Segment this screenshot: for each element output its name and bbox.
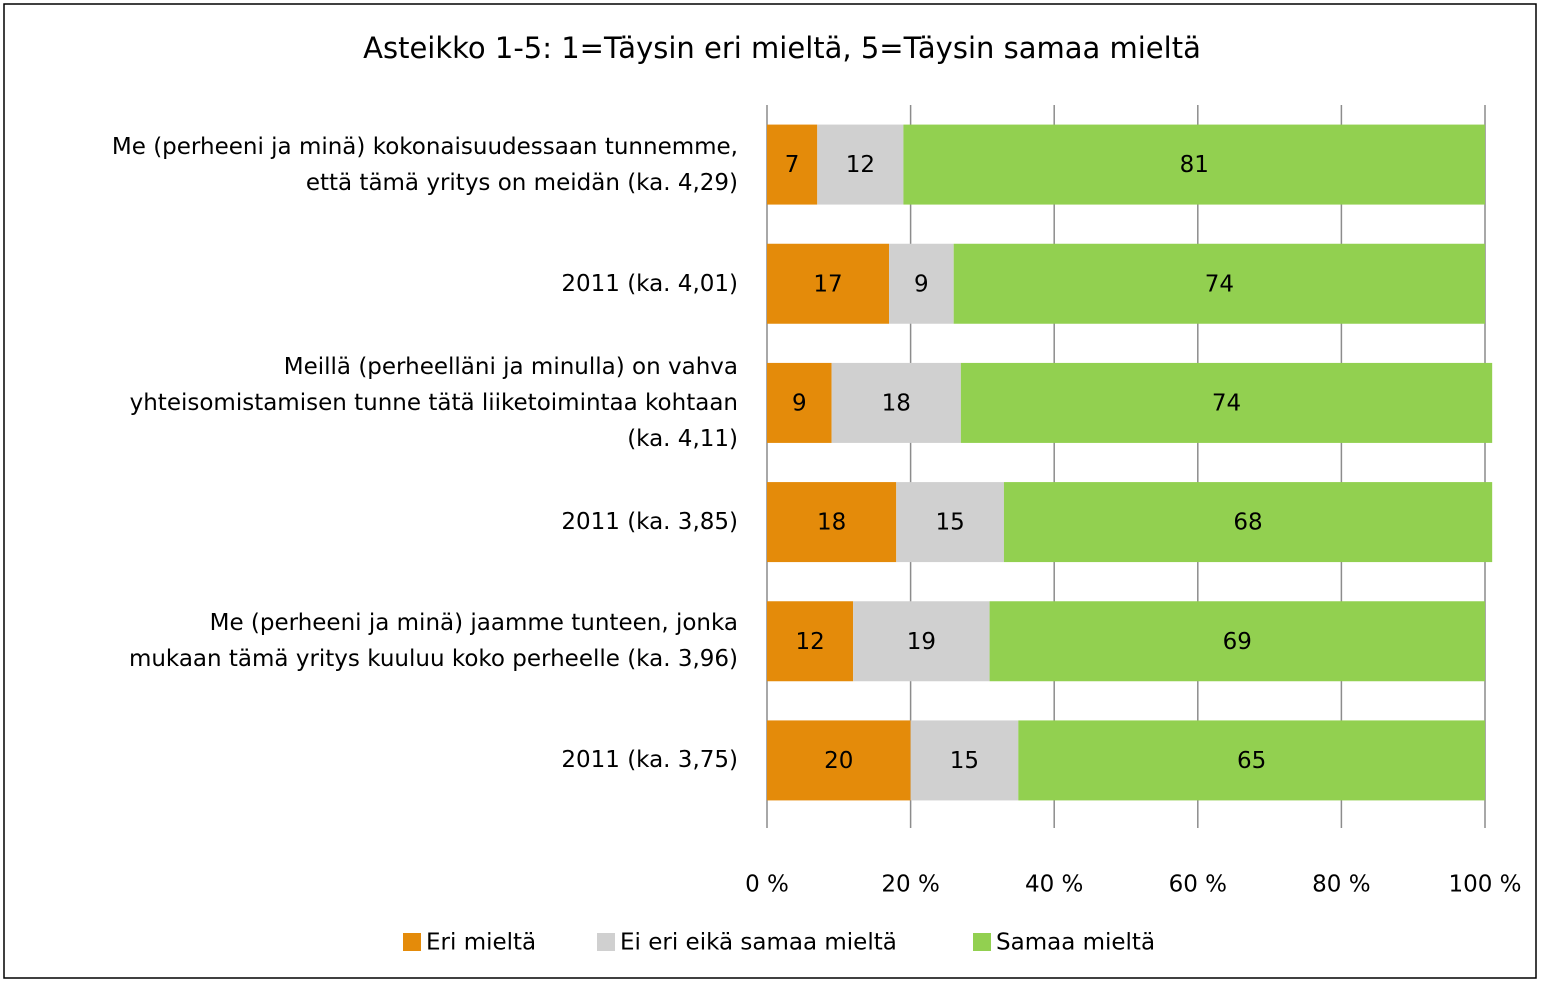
legend-swatch (973, 933, 991, 951)
bar-segment (767, 601, 854, 682)
data-label: 7 (785, 152, 800, 178)
category-label: Me (perheeni ja minä) jaamme tunteen, jo… (128, 610, 738, 673)
x-tick-label: 0 % (745, 872, 789, 898)
bar-segment (817, 124, 904, 205)
bar-segment (889, 243, 954, 324)
chart-frame (3, 3, 1537, 979)
data-label: 9 (914, 271, 929, 297)
data-label: 17 (813, 271, 842, 297)
legend-swatch (403, 933, 421, 951)
data-label: 15 (950, 748, 979, 774)
x-tick-label: 20 % (881, 872, 939, 898)
x-tick-label: 80 % (1312, 872, 1370, 898)
bar-segment (989, 601, 1485, 682)
bar-segment (831, 362, 961, 443)
bar-segment (903, 124, 1485, 205)
chart-title: Asteikko 1-5: 1=Täysin eri mieltä, 5=Täy… (363, 31, 1201, 65)
data-label: 19 (907, 629, 936, 655)
x-tick-label: 40 % (1025, 872, 1083, 898)
category-label: Me (perheeni ja minä) kokonaisuudessaan … (111, 133, 738, 196)
data-label: 74 (1205, 271, 1234, 297)
category-label: 2011 (ka. 4,01) (561, 270, 738, 297)
data-label: 20 (824, 748, 853, 774)
bar-segment (960, 362, 1493, 443)
legend-label: Samaa mieltä (996, 930, 1155, 956)
bar-segment (953, 243, 1485, 324)
data-label: 69 (1223, 629, 1252, 655)
data-label: 18 (817, 510, 846, 536)
category-label: 2011 (ka. 3,75) (561, 747, 738, 774)
bar-segment (896, 482, 1004, 563)
legend-swatch (597, 933, 615, 951)
data-label: 15 (935, 510, 964, 536)
bar-segment (910, 720, 1019, 801)
data-label: 68 (1233, 510, 1262, 536)
bar-segment (853, 601, 990, 682)
data-label: 65 (1237, 748, 1266, 774)
x-tick-label: 100 % (1448, 872, 1521, 898)
bar-segment (1018, 720, 1485, 801)
bar-segment (1003, 482, 1493, 563)
category-label: Meillä (perheelläni ja minulla) on vahva… (129, 353, 738, 452)
bar-segment (767, 124, 818, 205)
data-label: 12 (846, 152, 875, 178)
bar-segment (767, 362, 832, 443)
data-label: 18 (882, 390, 911, 416)
data-label: 81 (1180, 152, 1209, 178)
data-label: 9 (792, 390, 807, 416)
x-tick-label: 60 % (1169, 872, 1227, 898)
bar-segment (767, 243, 890, 324)
legend-label: Eri mieltä (426, 930, 536, 956)
bar-segment (767, 720, 911, 801)
data-label: 12 (795, 629, 824, 655)
data-label: 74 (1212, 390, 1241, 416)
legend-label: Ei eri eikä samaa mieltä (620, 930, 897, 956)
bar-segment (767, 482, 897, 563)
category-label: 2011 (ka. 3,85) (561, 509, 738, 536)
